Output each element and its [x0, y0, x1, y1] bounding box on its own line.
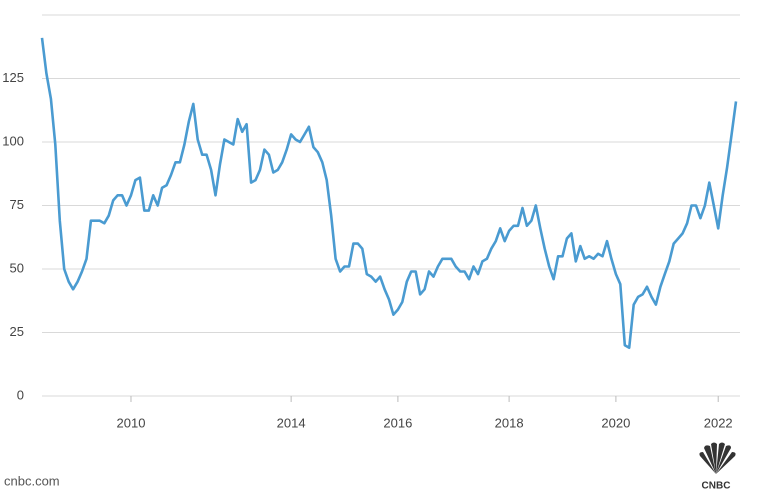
x-tick-label: 2022	[704, 415, 733, 430]
y-tick-label: 125	[2, 70, 24, 85]
y-tick-label: 75	[10, 197, 24, 212]
x-tick-label: 2014	[277, 415, 306, 430]
logo-text: CNBC	[702, 481, 731, 492]
y-tick-label: 100	[2, 133, 24, 148]
y-tick-label: 25	[10, 324, 24, 339]
source: cnbc.com	[4, 473, 60, 488]
cnbc-logo: CNBC	[699, 442, 736, 492]
data-line	[40, 37, 738, 349]
x-tick-label: 2016	[383, 415, 412, 430]
x-tick-label: 2010	[117, 415, 146, 430]
y-tick-label: 0	[17, 387, 24, 402]
y-tick-label: 50	[10, 260, 24, 275]
x-tick-label: 2020	[601, 415, 630, 430]
x-tick-label: 2018	[495, 415, 524, 430]
